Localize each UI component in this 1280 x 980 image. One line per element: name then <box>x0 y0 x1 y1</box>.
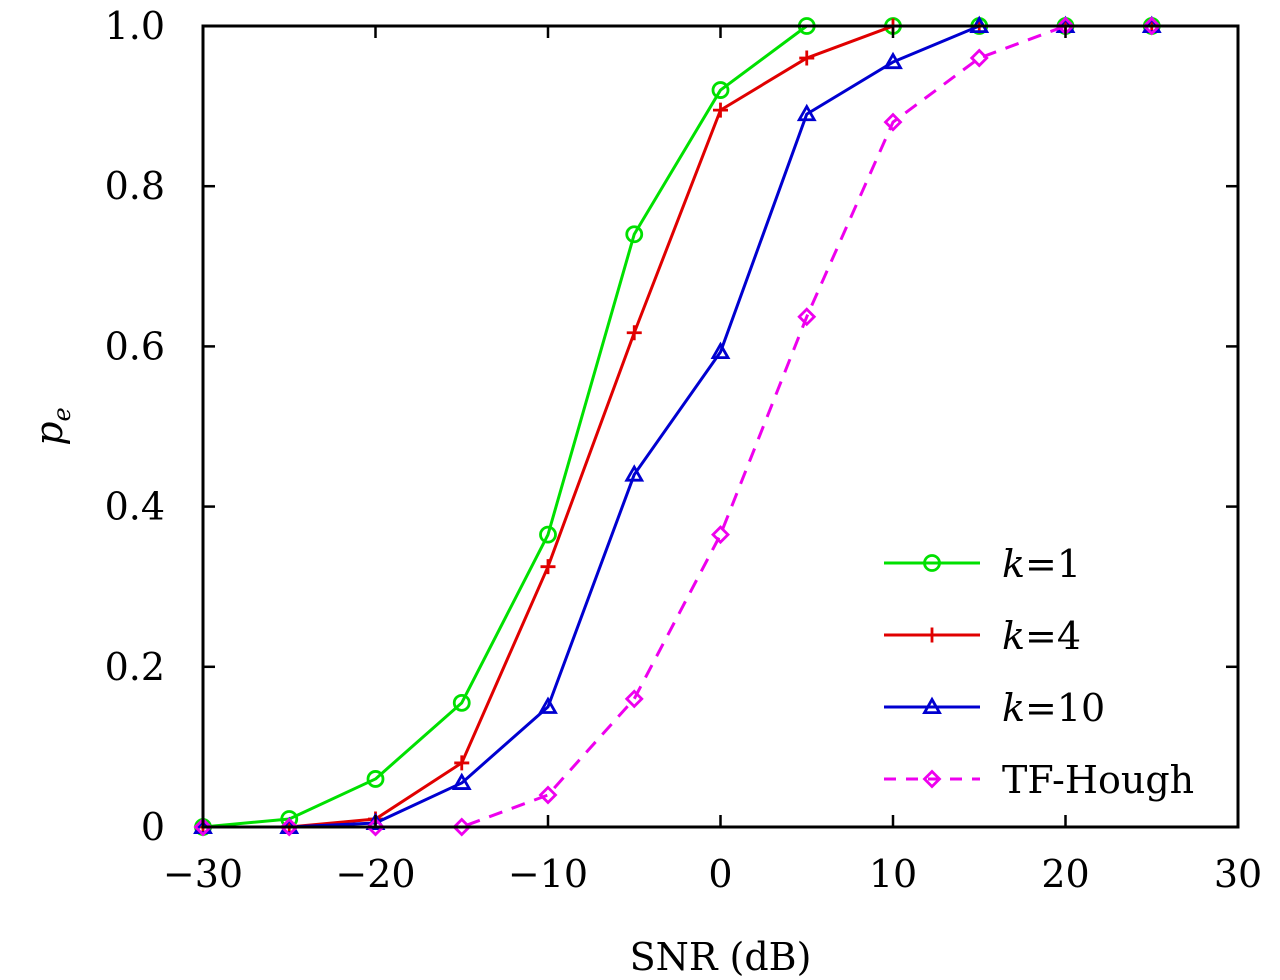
data-point <box>969 48 989 68</box>
x-axis-label: SNR (dB) <box>630 935 812 979</box>
legend-label-var: k <box>1002 614 1025 658</box>
data-point <box>796 103 817 122</box>
data-point <box>625 225 644 244</box>
y-tick-label: 0.8 <box>105 164 165 208</box>
y-axis-label: pe <box>27 407 76 446</box>
data-point <box>883 51 903 70</box>
data-point <box>452 817 472 837</box>
data-point <box>710 341 731 360</box>
legend-label: k=10 <box>1002 686 1105 730</box>
data-point <box>1142 16 1162 36</box>
data-point <box>540 559 556 575</box>
legend-marker <box>923 554 941 572</box>
legend-label-text: =10 <box>1025 686 1105 730</box>
legend-label-text: TF-Hough <box>1002 758 1194 802</box>
series-line <box>203 24 1152 829</box>
legend-label-text: =1 <box>1025 542 1081 586</box>
data-point <box>538 696 558 714</box>
legend-entry: k=10 <box>884 686 1105 730</box>
x-tick-label: 20 <box>1041 852 1089 896</box>
y-tick-label: 0 <box>141 805 165 849</box>
series-tf-hough <box>193 16 1162 837</box>
data-point <box>713 102 728 118</box>
y-axis-label-sub: e <box>48 407 76 421</box>
x-tick-label: −30 <box>163 852 243 896</box>
legend-marker <box>922 696 942 715</box>
legend-label: k=4 <box>1002 614 1081 658</box>
legend-label: k=1 <box>1002 542 1081 586</box>
legend-marker <box>922 769 942 789</box>
data-point <box>279 817 299 837</box>
data-point <box>366 770 385 788</box>
data-point <box>452 693 471 712</box>
x-tick-label: −20 <box>335 852 415 896</box>
legend-label: TF-Hough <box>1002 758 1194 802</box>
x-tick-label: 0 <box>708 852 732 896</box>
ticks-layer: −30 −20 −10 0 10 20 30 0 0.2 0.4 0.6 0.8 1.0 <box>105 4 1263 896</box>
data-point <box>193 817 213 837</box>
x-tick-label: −10 <box>508 852 588 896</box>
data-point <box>454 755 470 771</box>
data-point <box>797 307 817 327</box>
legend-label-text: =4 <box>1025 614 1081 658</box>
data-point <box>711 81 730 99</box>
y-axis-label-main: p <box>27 421 71 445</box>
data-point <box>538 785 558 805</box>
legend-label-var: k <box>1002 542 1025 586</box>
legend-marker <box>924 627 940 643</box>
data-point <box>539 525 557 544</box>
data-point <box>626 325 642 341</box>
y-tick-label: 0.4 <box>105 485 165 529</box>
legend-entry: k=4 <box>884 614 1081 658</box>
y-tick-label: 0.2 <box>105 645 165 689</box>
legend-label-var: k <box>1002 686 1025 730</box>
data-point <box>883 112 903 132</box>
data-point <box>451 772 472 790</box>
y-tick-label: 0.6 <box>105 324 165 368</box>
y-tick-label: 1.0 <box>105 4 165 48</box>
data-point <box>711 525 730 545</box>
data-point <box>624 464 645 482</box>
legend-entry: TF-Hough <box>884 758 1194 802</box>
x-tick-label: 30 <box>1214 852 1262 896</box>
data-point <box>366 817 385 837</box>
legend-entry: k=1 <box>884 542 1081 586</box>
data-point <box>624 689 644 709</box>
x-tick-label: 10 <box>869 852 917 896</box>
data-point <box>799 50 815 66</box>
